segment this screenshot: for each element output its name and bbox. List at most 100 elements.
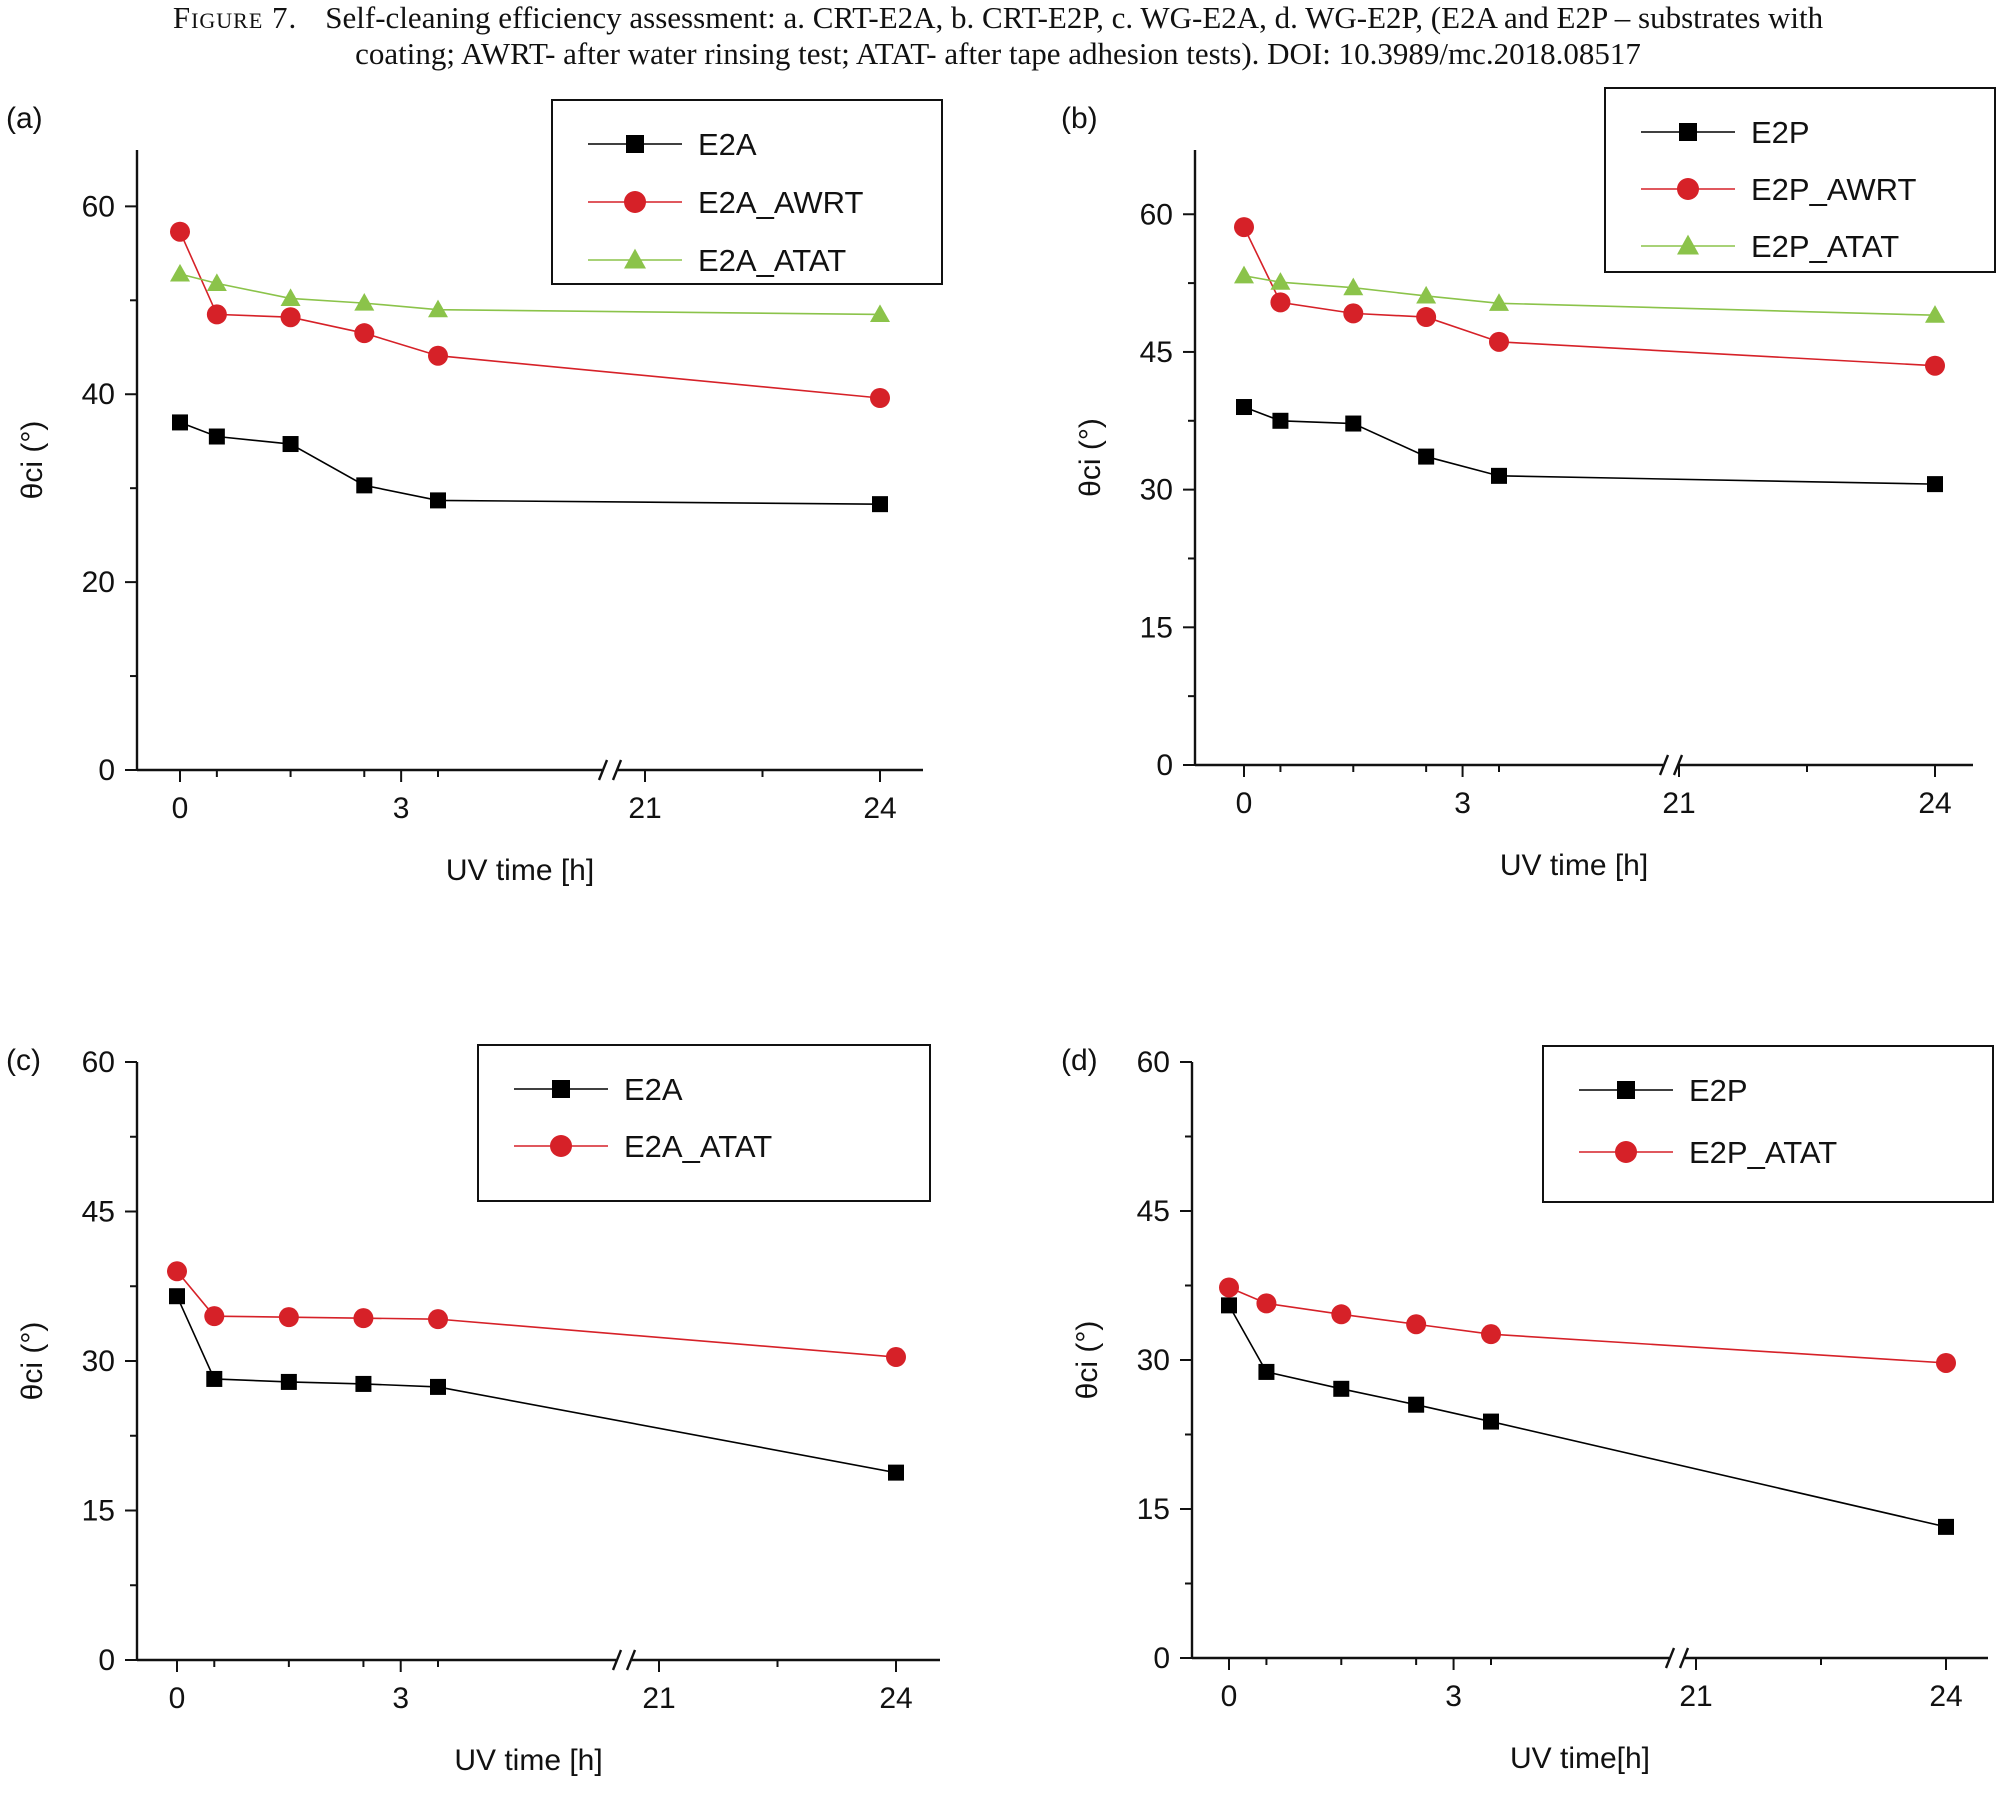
- data-point: [1272, 412, 1289, 429]
- series-E2P: [1236, 399, 1943, 493]
- data-point: [1481, 1324, 1501, 1345]
- legend-box: [1604, 87, 1996, 273]
- y-tick-label: 60: [82, 190, 115, 223]
- y-tick-label: 45: [1140, 336, 1173, 369]
- data-point: [1236, 399, 1252, 416]
- data-point: [170, 263, 190, 282]
- panel-label: (c): [6, 1044, 41, 1077]
- data-point: [1333, 1380, 1350, 1397]
- data-point: [1491, 467, 1507, 484]
- data-point: [280, 307, 301, 328]
- data-point: [1927, 476, 1943, 493]
- data-point: [1936, 1352, 1956, 1373]
- data-point: [280, 1373, 297, 1390]
- data-point: [278, 1307, 299, 1328]
- series-line: [179, 231, 881, 399]
- axis-break-mark: [1658, 754, 1670, 776]
- y-tick-label: 30: [82, 1345, 115, 1378]
- legend-label: E2P_AWRT: [1751, 172, 1916, 207]
- data-point: [1221, 1297, 1237, 1314]
- x-axis-title: UV time [h]: [454, 1744, 602, 1777]
- data-point: [1331, 1304, 1352, 1325]
- y-tick-label: 0: [98, 1644, 115, 1677]
- data-point: [1418, 448, 1435, 465]
- series-E2A: [172, 414, 888, 513]
- y-tick-label: 0: [1156, 749, 1173, 782]
- legend-label: E2A_AWRT: [698, 185, 863, 220]
- data-point: [1270, 272, 1291, 290]
- data-point: [206, 1370, 223, 1387]
- data-point: [167, 1261, 187, 1282]
- data-point: [870, 304, 890, 322]
- x-tick-label: 3: [392, 1682, 409, 1715]
- data-point: [1489, 331, 1509, 352]
- chart-panel-c: (c) 0 15 30 45 60 0 3 21 24 UV time [h] θci (°) E2A E…: [6, 1044, 940, 1777]
- data-point: [886, 1347, 906, 1368]
- axis-break-mark: [611, 759, 623, 781]
- axis-break-mark: [597, 759, 609, 781]
- y-tick-label: 40: [82, 378, 115, 411]
- data-point: [172, 414, 188, 431]
- y-tick-label: 0: [98, 754, 115, 787]
- data-point: [1925, 355, 1945, 376]
- data-point: [428, 345, 448, 366]
- y-tick-label: 60: [1137, 1046, 1170, 1079]
- data-point: [1925, 305, 1945, 323]
- data-point: [355, 1375, 372, 1392]
- y-tick-label: 45: [1137, 1195, 1170, 1228]
- x-tick-label: 0: [172, 792, 189, 825]
- x-tick-label: 24: [1929, 1680, 1962, 1713]
- x-tick-label: 0: [1221, 1680, 1238, 1713]
- x-tick-label: 21: [1662, 787, 1695, 820]
- y-axis-title: θci (°): [16, 421, 49, 500]
- y-tick-label: 45: [82, 1196, 115, 1229]
- x-tick-label: 3: [1454, 787, 1471, 820]
- data-point: [206, 304, 227, 325]
- data-point: [428, 299, 448, 318]
- data-point: [1234, 265, 1254, 284]
- panel-label: (d): [1061, 1044, 1098, 1077]
- series-E2P_AWRT: [1234, 217, 1945, 376]
- series-E2P_ATAT: [1234, 265, 1945, 323]
- y-tick-label: 15: [1137, 1493, 1170, 1526]
- chart-panel-a: (a) 0 20 40 60 0 3 21 24 UV time [h] θci (°) E2A E2A…: [6, 99, 943, 887]
- data-point: [206, 273, 227, 291]
- series-line: [179, 273, 881, 316]
- legend-label: E2P: [1689, 1073, 1748, 1108]
- x-tick-label: 24: [863, 792, 896, 825]
- axis-break-mark: [611, 1649, 623, 1671]
- series-line: [1243, 226, 1936, 367]
- data-point: [1343, 277, 1364, 296]
- legend-label: E2A: [698, 127, 757, 162]
- legend-label: E2P: [1751, 115, 1810, 150]
- series-E2A: [169, 1288, 904, 1481]
- chart-panel-b: (b) 0 15 30 45 60 0 3 21 24 UV time [h] θci (°) E2P E…: [1061, 87, 1996, 882]
- legend-marker: [624, 191, 646, 213]
- data-point: [430, 492, 446, 509]
- data-point: [354, 293, 375, 311]
- series-E2A_ATAT: [167, 1261, 906, 1368]
- series-line: [1243, 274, 1936, 317]
- legend-box: [477, 1044, 931, 1202]
- data-point: [1483, 1413, 1499, 1430]
- data-point: [1408, 1396, 1425, 1413]
- legend-marker: [1677, 234, 1699, 255]
- legend-marker: [626, 135, 644, 153]
- x-tick-label: 3: [1445, 1680, 1462, 1713]
- y-tick-label: 30: [1140, 474, 1173, 507]
- data-point: [169, 1288, 185, 1305]
- data-point: [428, 1309, 448, 1330]
- data-point: [430, 1378, 446, 1395]
- y-axis-title: θci (°): [1074, 418, 1107, 497]
- data-point: [1406, 1314, 1427, 1335]
- data-point: [872, 496, 888, 513]
- data-point: [356, 477, 373, 494]
- x-axis-title: UV time [h]: [1500, 849, 1648, 882]
- x-tick-label: 3: [393, 792, 410, 825]
- series-line: [176, 1295, 897, 1474]
- series-E2A_ATAT: [170, 263, 890, 322]
- caption-lead: Figure 7.: [172, 0, 298, 35]
- legend-label: E2P_ATAT: [1751, 229, 1899, 264]
- panel-label: (b): [1061, 102, 1098, 135]
- x-tick-label: 0: [169, 1682, 186, 1715]
